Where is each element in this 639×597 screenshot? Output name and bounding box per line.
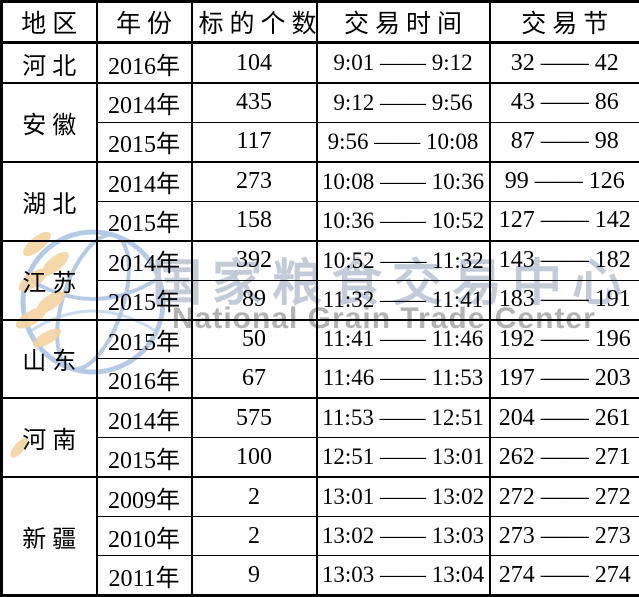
year-cell: 2010年 — [95, 516, 193, 557]
year-cell: 2009年 — [95, 476, 193, 518]
region-cell: 山东 — [0, 318, 98, 399]
year-cell: 2011年 — [95, 555, 193, 596]
session-cell: 273 —— 273 — [488, 516, 639, 557]
time-cell: 11:41 —— 11:46 — [315, 318, 491, 360]
year-cell: 2014年 — [95, 81, 193, 123]
table-row: 2011年 9 13:03 —— 13:04 274 —— 274 — [2, 555, 639, 596]
year-cell: 2015年 — [95, 121, 193, 163]
session-cell: 192 —— 196 — [488, 318, 639, 360]
time-cell: 13:03 —— 13:04 — [315, 555, 491, 596]
year-cell: 2014年 — [95, 160, 193, 202]
session-cell: 204 —— 261 — [488, 397, 639, 439]
time-cell: 9:01 —— 9:12 — [315, 41, 491, 84]
region-cell: 安徽 — [0, 82, 98, 163]
region-cell: 河北 — [0, 41, 98, 84]
table-row: 河南 2014年 575 11:53 —— 12:51 204 —— 261 — [0, 397, 639, 478]
table-row: 2015年 100 12:51 —— 13:01 262 —— 271 — [2, 437, 639, 478]
time-cell: 11:53 —— 12:51 — [315, 397, 491, 439]
time-cell: 12:51 —— 13:01 — [315, 437, 491, 478]
col-header-trading_time: 交易时间 — [315, 0, 491, 44]
table-row: 新疆 2009年 2 13:01 —— 13:02 272 —— 272 — [0, 476, 639, 597]
count-cell: 158 — [190, 200, 318, 242]
time-cell: 11:46 —— 11:53 — [315, 358, 491, 399]
table-row: 2015年 158 10:36 —— 10:52 127 —— 142 — [2, 200, 639, 242]
count-cell: 575 — [190, 397, 318, 439]
session-cell: 183 —— 191 — [488, 279, 639, 321]
year-cell: 2015年 — [95, 279, 193, 321]
year-cell: 2015年 — [95, 200, 193, 242]
time-cell: 10:52 —— 11:32 — [315, 239, 491, 281]
count-cell: 2 — [190, 476, 318, 518]
time-cell: 10:36 —— 10:52 — [315, 200, 491, 242]
session-cell: 127 —— 142 — [488, 200, 639, 242]
year-cell: 2016年 — [95, 358, 193, 399]
table-row: 2010年 2 13:02 —— 13:03 273 —— 273 — [2, 516, 639, 557]
time-cell: 13:02 —— 13:03 — [315, 516, 491, 557]
table-row: 河北 2016年 104 9:01 —— 9:12 32 —— 42 — [0, 41, 639, 84]
time-cell: 13:01 —— 13:02 — [315, 476, 491, 518]
table-row: 江苏 2014年 392 10:52 —— 11:32 143 —— 182 — [0, 239, 639, 321]
count-cell: 9 — [190, 555, 318, 596]
table-row: 湖北 2014年 273 10:08 —— 10:36 99 —— 126 — [0, 160, 639, 242]
session-cell: 262 —— 271 — [488, 437, 639, 478]
session-cell: 274 —— 274 — [488, 555, 639, 596]
table-row: 2015年 117 9:56 —— 10:08 87 —— 98 — [2, 121, 639, 163]
region-cell: 新疆 — [0, 476, 98, 597]
col-header-region: 地区 — [0, 0, 98, 44]
count-cell: 104 — [190, 41, 318, 84]
table-row: 安徽 2014年 435 9:12 —— 9:56 43 —— 86 — [0, 81, 639, 163]
table-header-row: 地区 年份 标的个数 交易时间 交易节 — [0, 0, 639, 44]
count-cell: 392 — [190, 239, 318, 281]
session-cell: 99 —— 126 — [488, 160, 639, 202]
table-row: 山东 2015年 50 11:41 —— 11:46 192 —— 196 — [0, 318, 639, 399]
col-header-lot_count: 标的个数 — [190, 0, 318, 44]
count-cell: 435 — [190, 81, 318, 123]
count-cell: 2 — [190, 516, 318, 557]
session-cell: 43 —— 86 — [488, 81, 639, 123]
session-cell: 32 —— 42 — [488, 41, 639, 84]
session-cell: 197 —— 203 — [488, 358, 639, 399]
year-cell: 2014年 — [95, 397, 193, 439]
year-cell: 2015年 — [95, 318, 193, 360]
region-cell: 河南 — [0, 397, 98, 478]
col-header-trading_session: 交易节 — [488, 0, 639, 44]
year-cell: 2014年 — [95, 239, 193, 281]
count-cell: 67 — [190, 358, 318, 399]
time-cell: 11:32 —— 11:41 — [315, 279, 491, 321]
time-cell: 9:12 —— 9:56 — [315, 81, 491, 123]
count-cell: 100 — [190, 437, 318, 478]
region-cell: 江苏 — [0, 239, 98, 321]
region-cell: 湖北 — [0, 160, 98, 242]
time-cell: 10:08 —— 10:36 — [315, 160, 491, 202]
year-cell: 2016年 — [95, 41, 193, 84]
table-row: 2016年 67 11:46 —— 11:53 197 —— 203 — [2, 358, 639, 399]
time-cell: 9:56 —— 10:08 — [315, 121, 491, 163]
count-cell: 89 — [190, 279, 318, 321]
count-cell: 117 — [190, 121, 318, 163]
table-row: 2015年 89 11:32 —— 11:41 183 —— 191 — [2, 279, 639, 321]
year-cell: 2015年 — [95, 437, 193, 478]
col-header-year: 年份 — [95, 0, 193, 44]
session-cell: 143 —— 182 — [488, 239, 639, 281]
session-cell: 87 —— 98 — [488, 121, 639, 163]
session-cell: 272 —— 272 — [488, 476, 639, 518]
count-cell: 273 — [190, 160, 318, 202]
count-cell: 50 — [190, 318, 318, 360]
